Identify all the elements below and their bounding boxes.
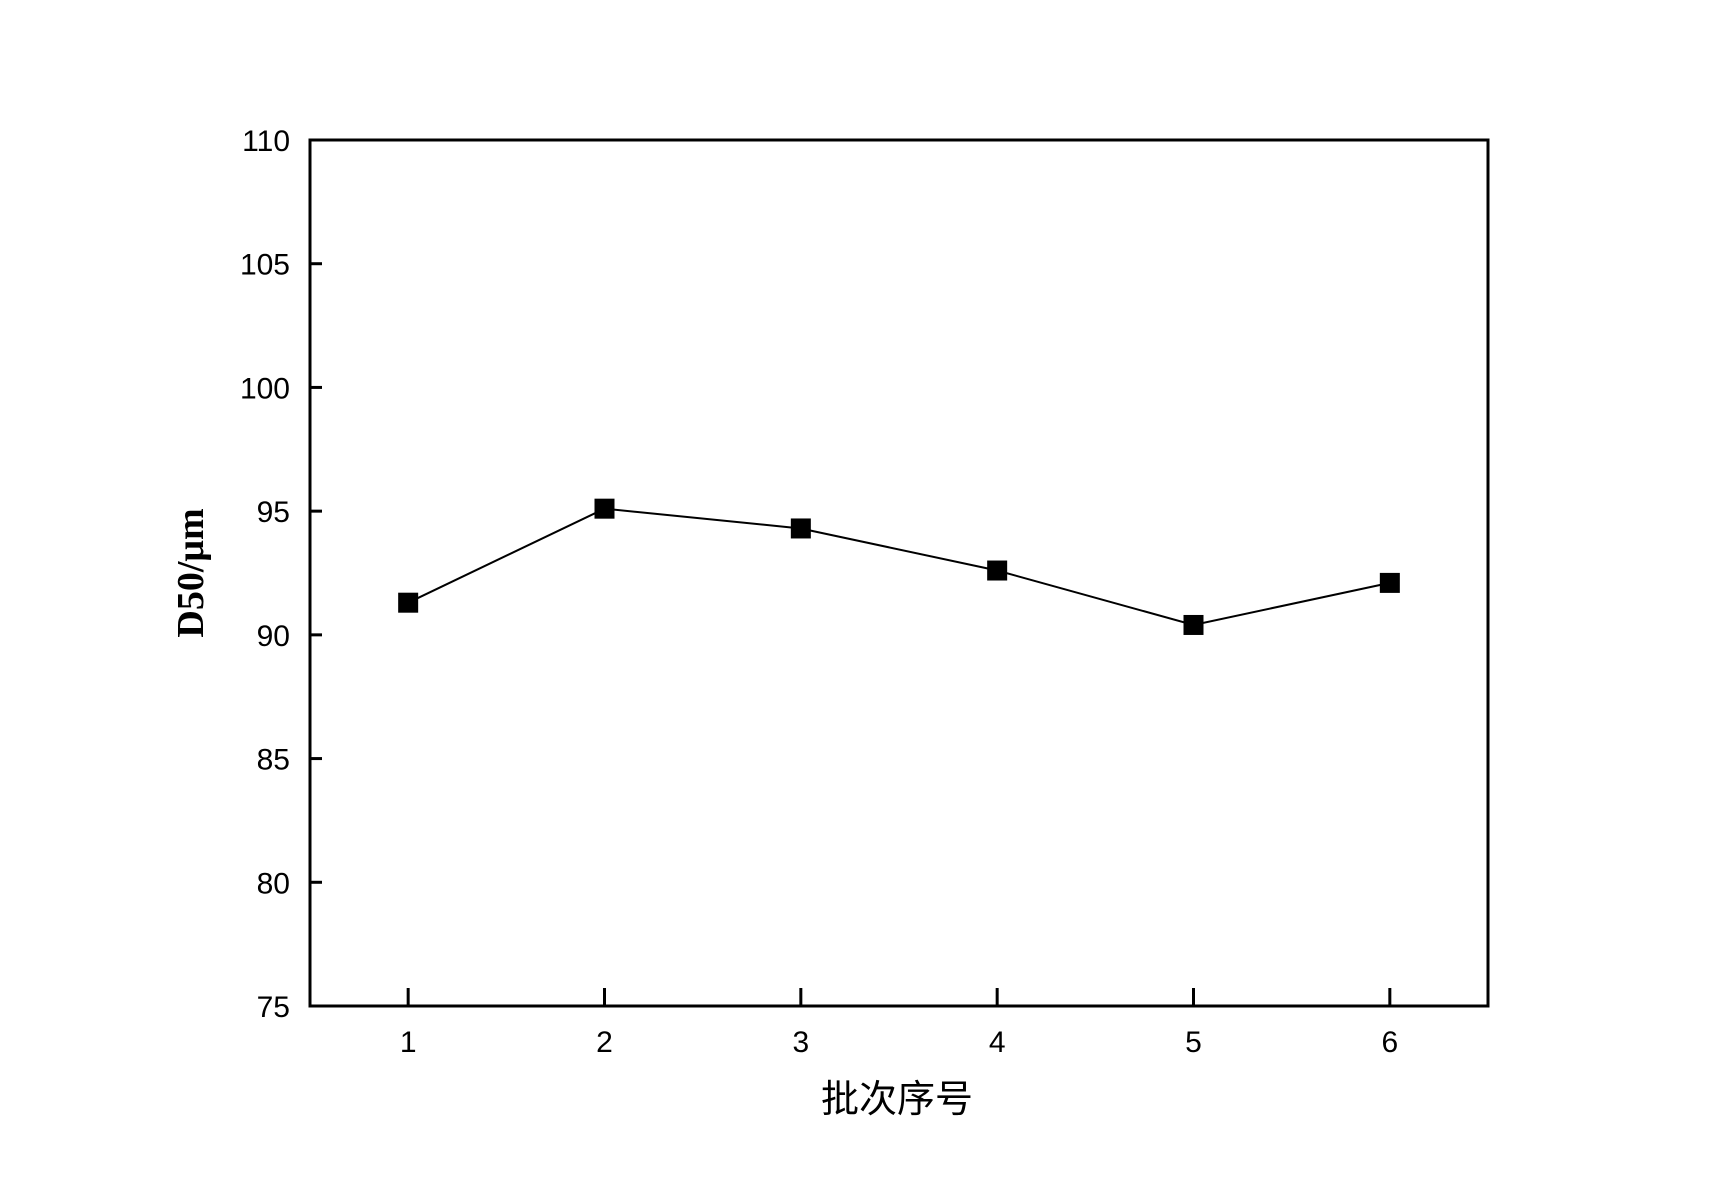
data-point	[594, 498, 615, 519]
y-tick-label: 95	[257, 496, 290, 529]
x-tick-label: 6	[1381, 1026, 1398, 1059]
data-line	[407, 507, 1391, 626]
x-tick-label: 2	[596, 1026, 613, 1059]
y-tick-label: 80	[257, 867, 290, 900]
y-axis-title: D50/μm	[170, 508, 212, 637]
x-tick-label: 4	[989, 1026, 1006, 1059]
y-tick-label: 90	[257, 620, 290, 653]
plot-frame	[308, 138, 1490, 1008]
x-tick-label: 3	[792, 1026, 809, 1059]
y-tick-label: 105	[240, 249, 290, 282]
x-tick-label: 5	[1185, 1026, 1202, 1059]
y-tick-label: 85	[257, 744, 290, 777]
y-tick-label: 110	[242, 125, 290, 158]
data-point	[790, 518, 811, 539]
data-point	[987, 560, 1008, 581]
data-point	[1183, 614, 1204, 635]
x-tick-label: 1	[400, 1026, 417, 1059]
x-axis-title: 批次序号	[821, 1079, 973, 1121]
y-tick-label: 75	[257, 991, 290, 1024]
data-point	[1379, 572, 1400, 593]
data-point	[398, 592, 419, 613]
y-tick-label: 100	[240, 372, 290, 405]
